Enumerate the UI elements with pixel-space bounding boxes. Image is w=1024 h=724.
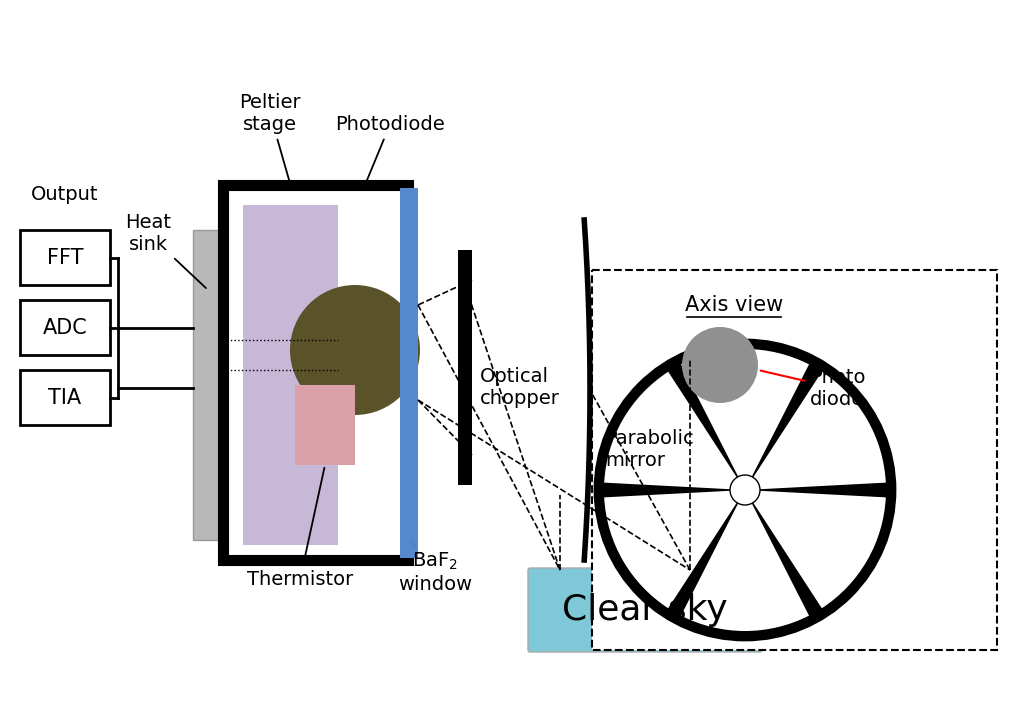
Bar [193, 230, 223, 540]
Wedge shape [745, 490, 886, 608]
Circle shape [730, 475, 760, 505]
Bar [458, 250, 472, 485]
Bar [295, 385, 355, 465]
Wedge shape [745, 371, 886, 490]
Text: BaF$_2$
window: BaF$_2$ window [398, 540, 472, 594]
Bar [20, 300, 110, 355]
Text: Output: Output [32, 185, 98, 204]
Wedge shape [604, 490, 745, 608]
Text: ADC: ADC [43, 318, 87, 337]
Bar [20, 370, 110, 425]
Text: Peltier
stage: Peltier stage [240, 93, 301, 182]
Text: Heat
sink: Heat sink [125, 213, 206, 288]
Text: Thermistor: Thermistor [247, 468, 353, 589]
Wedge shape [604, 371, 745, 490]
Circle shape [682, 327, 758, 403]
FancyBboxPatch shape [528, 568, 762, 652]
Bar [20, 230, 110, 285]
Circle shape [290, 285, 420, 415]
Wedge shape [681, 490, 809, 631]
Bar [223, 185, 408, 560]
Text: Optical
chopper: Optical chopper [480, 367, 560, 408]
Bar [243, 205, 338, 545]
Circle shape [595, 340, 895, 640]
Text: Photo
diode: Photo diode [761, 368, 865, 409]
Text: Parabolic
mirror: Parabolic mirror [605, 429, 693, 471]
Bar [400, 188, 418, 558]
Wedge shape [681, 349, 809, 490]
Text: Axis view: Axis view [685, 295, 783, 315]
Text: TIA: TIA [48, 387, 82, 408]
Text: FFT: FFT [47, 248, 83, 267]
Text: Clear sky: Clear sky [562, 593, 728, 627]
Text: Photodiode: Photodiode [335, 115, 444, 182]
Bar [592, 270, 997, 650]
